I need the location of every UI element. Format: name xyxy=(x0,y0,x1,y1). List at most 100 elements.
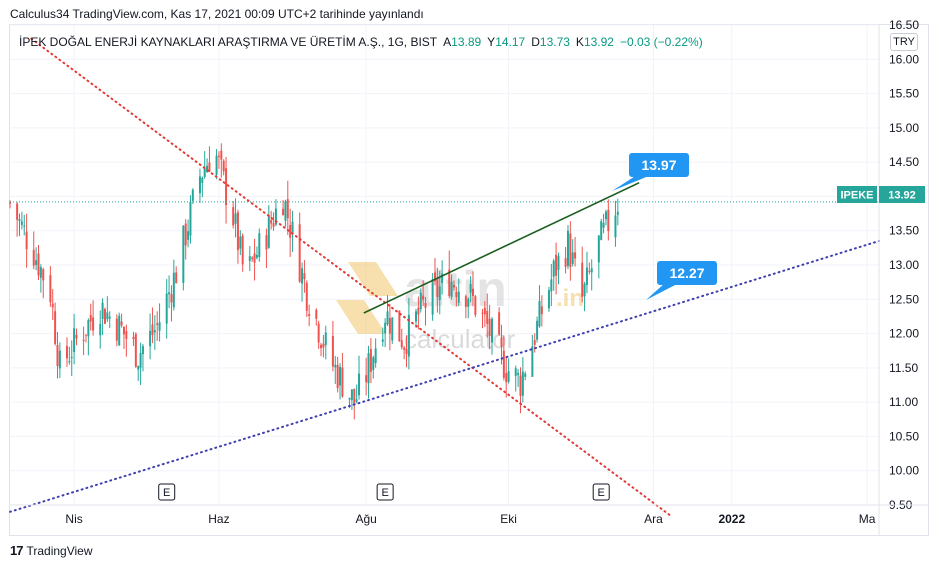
candle-body xyxy=(415,311,418,322)
candle-body xyxy=(531,346,534,377)
candle-body xyxy=(384,322,387,334)
candle-body xyxy=(184,223,187,246)
candle-body xyxy=(600,221,603,241)
candle-body xyxy=(132,336,135,340)
ohlc-open: A13.89 xyxy=(443,35,481,49)
candle-body xyxy=(65,346,68,359)
trend-line-descending[interactable] xyxy=(30,37,672,517)
candle-body xyxy=(450,281,453,297)
grid xyxy=(10,24,879,506)
candle-body xyxy=(217,155,220,157)
candle-body xyxy=(400,340,403,348)
time-axis[interactable]: Nis Haz Ağu Eki Ara 2022 Ma xyxy=(9,504,929,526)
candle-body xyxy=(189,201,192,236)
ticker-tag-bg xyxy=(837,186,877,203)
trend-line-resistance[interactable] xyxy=(363,181,640,314)
candle-body xyxy=(431,279,434,315)
candle-body xyxy=(89,314,92,322)
candle-body xyxy=(35,260,38,265)
candle-body xyxy=(348,397,351,400)
candle-body xyxy=(564,258,567,267)
earnings-event-icon[interactable] xyxy=(376,483,394,501)
candle-body xyxy=(403,347,406,350)
trend-line-support[interactable] xyxy=(9,240,880,513)
candle-body xyxy=(255,254,258,258)
price-callouts: 13.97 12.27 xyxy=(612,153,717,300)
candle-body xyxy=(597,235,600,263)
candle-body xyxy=(590,268,593,273)
candle-body xyxy=(115,318,118,341)
candle-body xyxy=(182,225,185,283)
candle-body xyxy=(350,389,353,401)
price-tick-label: 16.50 xyxy=(889,18,919,32)
candle-body xyxy=(282,208,285,216)
tradingview-footer[interactable]: 17 TradingView xyxy=(10,543,93,558)
price-tag: 13.92 xyxy=(888,190,916,202)
candle-body xyxy=(248,256,251,261)
candle-body xyxy=(286,199,289,219)
candle-body xyxy=(99,324,102,336)
candle-body xyxy=(441,273,444,283)
candle-body xyxy=(381,339,384,342)
candle-body xyxy=(355,399,358,402)
candle-body xyxy=(101,302,104,320)
event-marker-label: E xyxy=(381,487,388,499)
candle-body xyxy=(73,328,76,352)
time-tick-label: Nis xyxy=(65,512,82,526)
price-tick-label: 12.50 xyxy=(889,292,919,306)
candle-body xyxy=(483,307,486,315)
candle-body xyxy=(298,224,301,282)
candle-body xyxy=(521,371,524,396)
candle-body xyxy=(49,275,52,303)
watermark-suffix: .in xyxy=(556,285,584,312)
candle-body xyxy=(251,257,254,260)
watermark-sub: calculator xyxy=(404,324,516,354)
candle-body xyxy=(272,223,275,227)
candle-body xyxy=(583,283,586,297)
candle-body xyxy=(538,301,541,327)
candle-body xyxy=(524,373,527,377)
candle-body xyxy=(172,272,175,308)
candle-body xyxy=(566,230,569,266)
candle-body xyxy=(258,233,261,258)
time-tick-label: 2022 xyxy=(718,512,745,526)
candle-body xyxy=(574,252,577,259)
candle-body xyxy=(547,290,550,309)
price-tick-label: 11.00 xyxy=(889,395,918,409)
candle-body xyxy=(151,324,154,336)
earnings-event-icon[interactable] xyxy=(592,483,610,501)
candle-body xyxy=(23,225,26,227)
candle-body xyxy=(588,270,591,272)
candle-body xyxy=(42,269,45,281)
price-axis[interactable]: 9.5010.0010.5011.0011.5012.0012.5013.001… xyxy=(878,18,919,536)
candle-body xyxy=(367,353,370,384)
candle-body xyxy=(187,231,190,240)
candle-body xyxy=(540,306,543,315)
candle-body xyxy=(555,254,558,276)
candle-body xyxy=(616,211,619,215)
candle-body xyxy=(201,177,204,183)
candle-body xyxy=(486,310,489,324)
trend-lines[interactable] xyxy=(9,37,880,517)
candle-body xyxy=(557,256,560,270)
candle-body xyxy=(122,326,125,335)
open-value: 13.89 xyxy=(451,35,482,49)
candle-body xyxy=(125,331,128,339)
candle-body xyxy=(206,165,209,173)
last-price-tag: IPEKE 13.92 xyxy=(837,186,925,203)
time-tick-label: Ağu xyxy=(355,512,376,526)
candle-body xyxy=(502,350,505,378)
currency-button[interactable]: TRY xyxy=(890,33,918,51)
candle-body xyxy=(220,150,223,160)
candle-body xyxy=(452,285,455,288)
candle-body xyxy=(405,348,408,354)
candle-body xyxy=(448,269,451,296)
candle-body xyxy=(156,323,159,326)
earnings-event-icon[interactable] xyxy=(158,483,176,501)
candle-body xyxy=(191,189,194,201)
candle-body xyxy=(471,288,474,296)
candle-body xyxy=(203,168,206,177)
candle-body xyxy=(317,323,320,343)
